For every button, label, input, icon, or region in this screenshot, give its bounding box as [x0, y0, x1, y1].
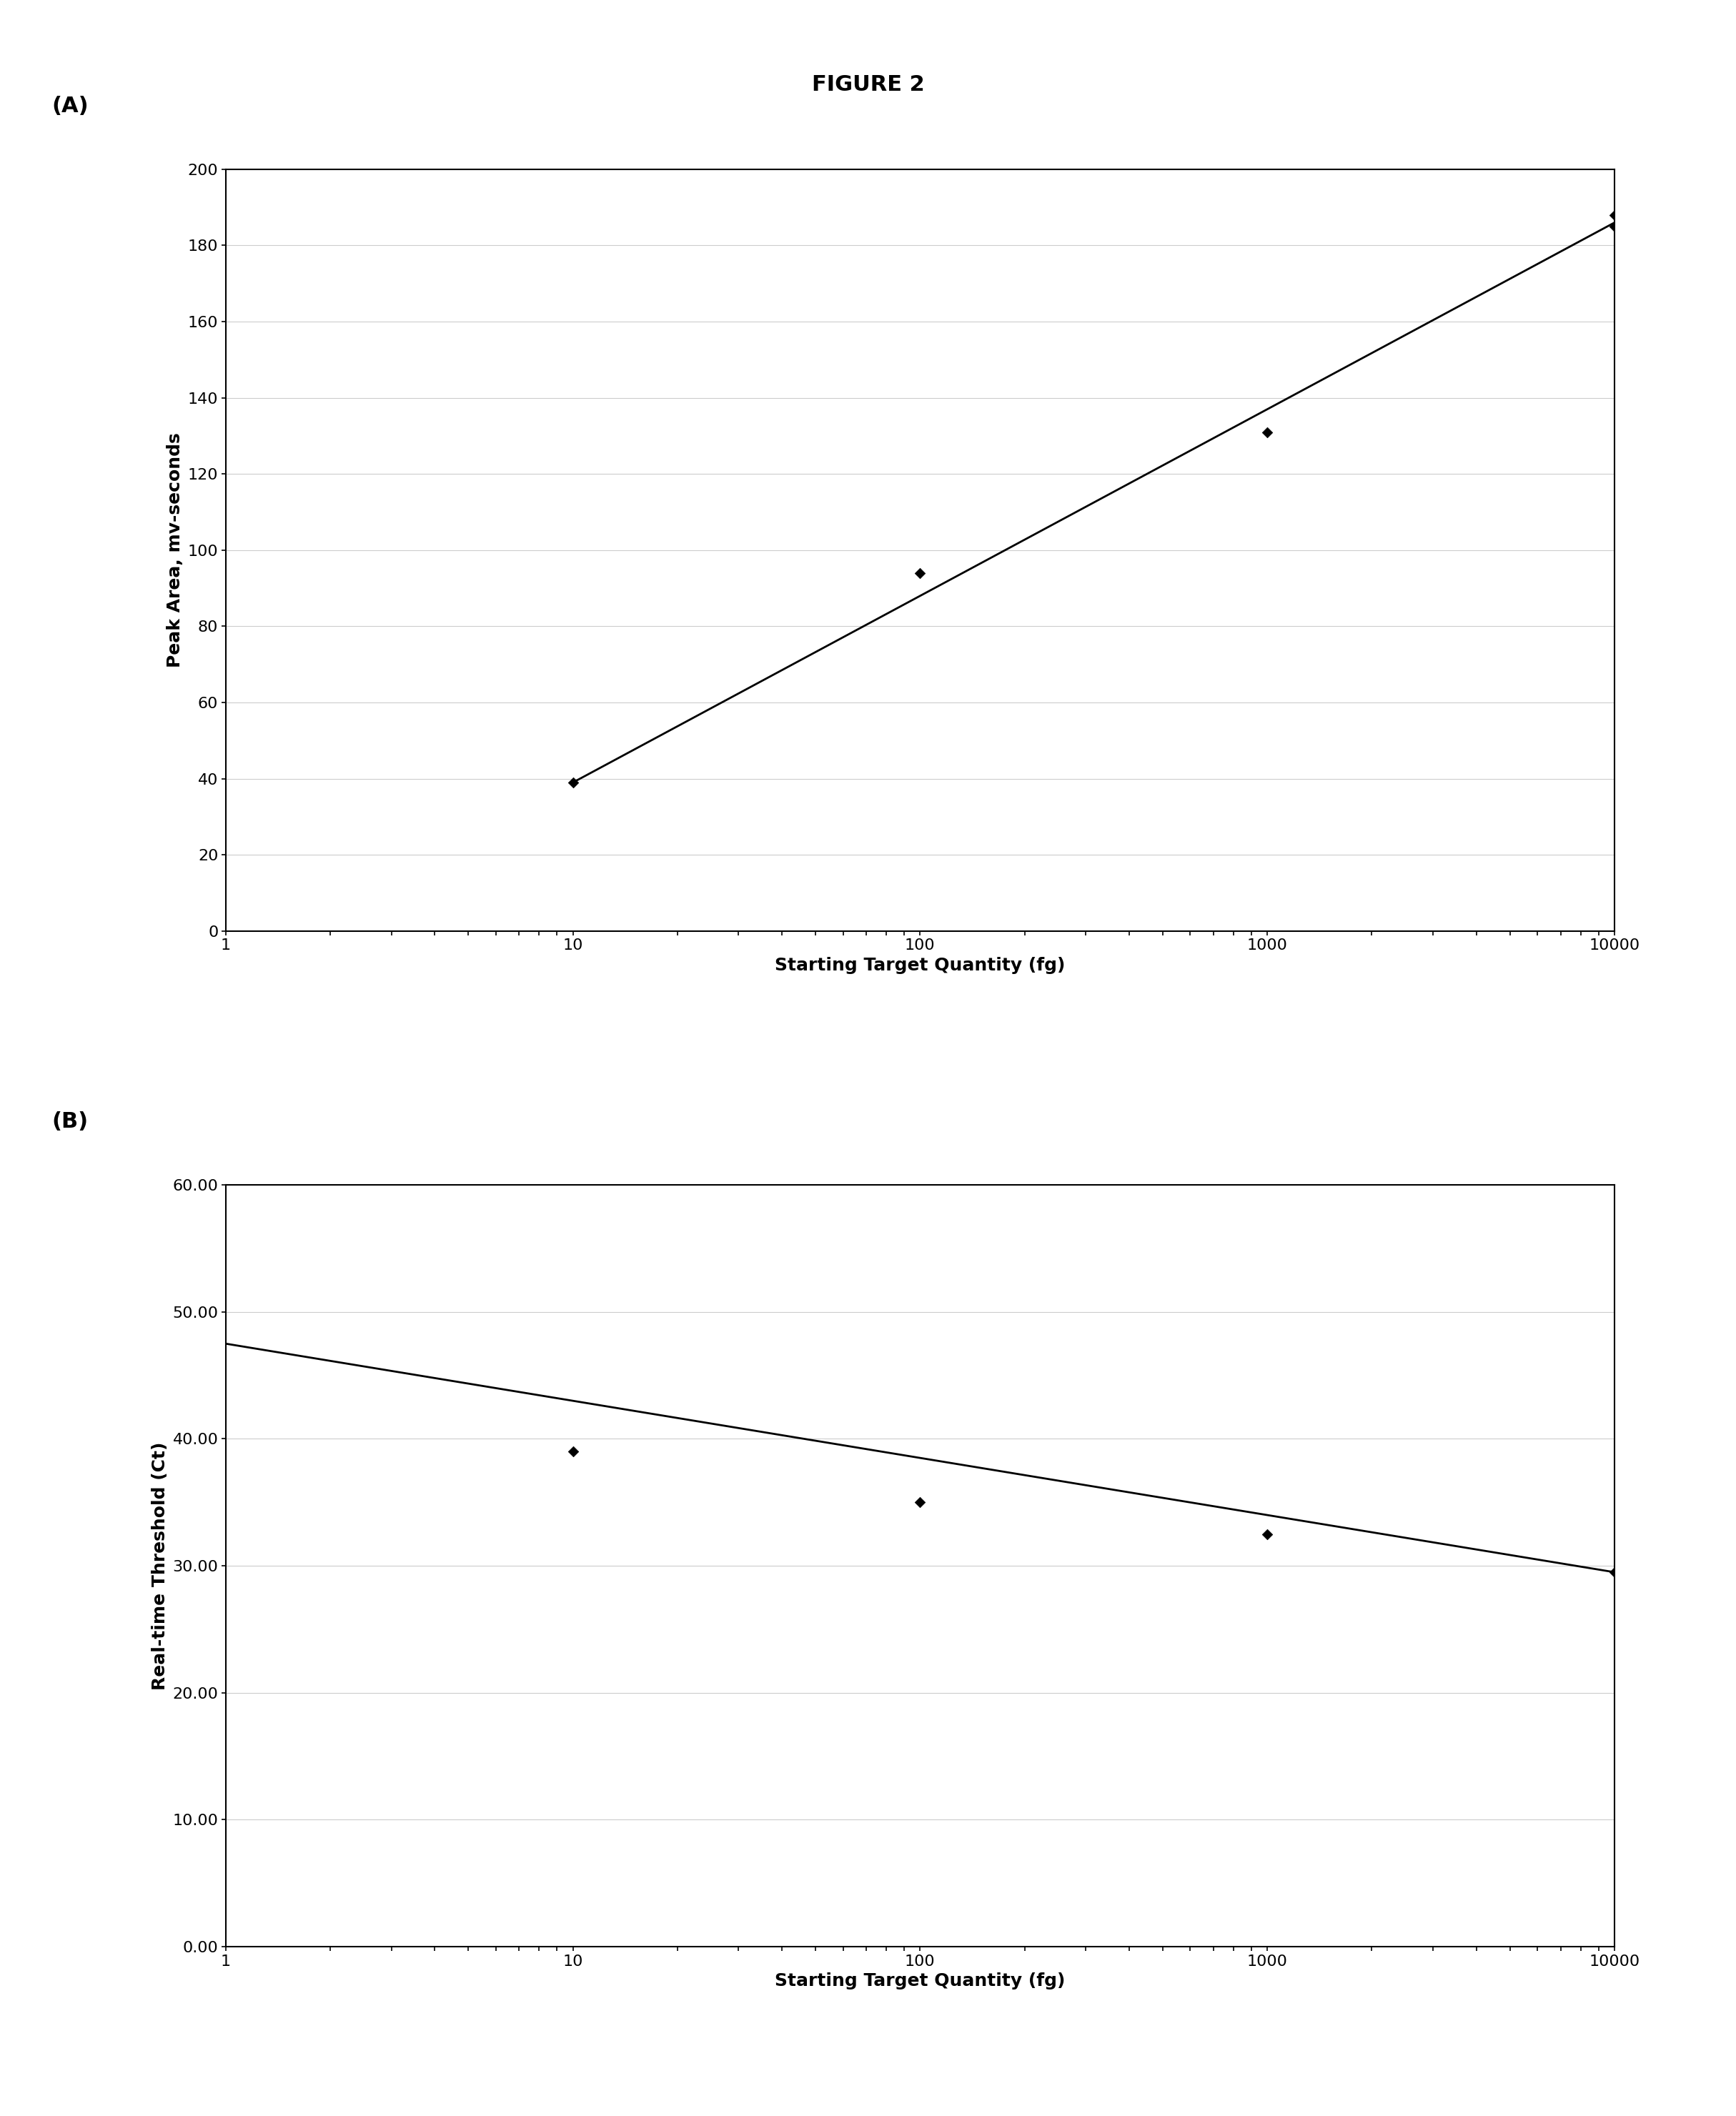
Point	[1253, 415, 1281, 449]
Point	[1601, 199, 1628, 233]
Point	[1601, 209, 1628, 243]
Point	[906, 1485, 934, 1519]
Point	[559, 766, 587, 800]
Text: FIGURE 2: FIGURE 2	[812, 74, 924, 95]
X-axis label: Starting Target Quantity (fg): Starting Target Quantity (fg)	[774, 1972, 1066, 1989]
Y-axis label: Peak Area, mv-seconds: Peak Area, mv-seconds	[167, 432, 184, 669]
X-axis label: Starting Target Quantity (fg): Starting Target Quantity (fg)	[774, 956, 1066, 973]
Point	[1601, 1555, 1628, 1589]
Point	[1253, 1517, 1281, 1551]
Text: (B): (B)	[52, 1111, 89, 1132]
Point	[906, 557, 934, 590]
Text: (A): (A)	[52, 95, 89, 116]
Y-axis label: Real-time Threshold (Ct): Real-time Threshold (Ct)	[151, 1441, 168, 1691]
Point	[559, 1435, 587, 1469]
